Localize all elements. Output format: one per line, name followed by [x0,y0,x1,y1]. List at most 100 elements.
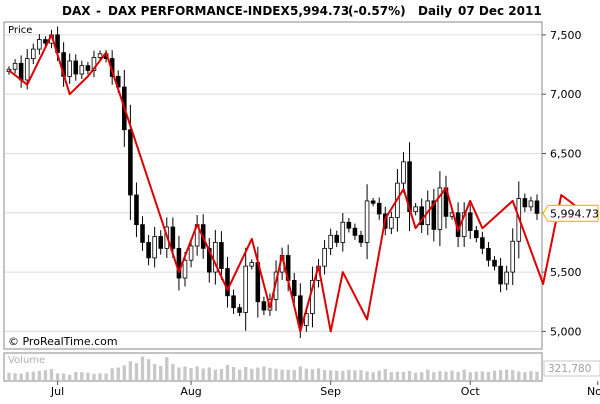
volume-bar [122,365,126,380]
volume-bar [341,370,345,380]
volume-bar [7,372,11,380]
price-tick-label: 5,500 [550,266,582,279]
last-price-marker [542,204,599,223]
volume-bar [347,369,351,380]
candle [437,171,443,247]
candle [346,218,352,233]
volume-bar [310,369,315,380]
volume-bar [189,368,193,380]
volume-bar [134,363,139,380]
candle [261,296,267,316]
volume-bar [207,367,211,380]
volume-bar [365,371,369,380]
candle [146,234,151,266]
volume-bar [31,371,35,380]
candle [85,61,91,75]
volume-bar [322,370,327,380]
candlesticks [6,26,540,338]
volume-bar [171,363,175,380]
date-tick-label: Aug [180,385,201,398]
volume-bar [353,370,357,380]
volume-bar [371,372,375,380]
price-panel-label: Price [8,25,32,36]
volume-bar [335,370,339,380]
volume-bar [523,372,527,380]
volume-bar [292,370,296,380]
candle [328,228,333,256]
volume-bar [244,367,248,380]
volume-last-box [543,360,600,377]
volume-bar [104,373,108,380]
candle [486,242,491,267]
candle [134,182,139,238]
volume-bar [250,368,254,380]
candle [73,54,79,81]
candle [30,43,36,65]
volume-bar [298,366,302,380]
volume-bar [86,372,90,380]
candle [237,303,242,317]
volume-bar [486,371,491,380]
header-date: 07 Dec 2011 [458,4,542,18]
volume-bar [80,372,84,380]
volume-last-label: 321,780 [548,363,591,375]
price-panel-frame [3,21,543,350]
volume-bar [280,369,284,380]
candle [376,197,382,220]
candle [498,257,503,293]
candle [249,259,255,270]
volume-bar [183,366,187,380]
volume-bar [98,373,102,380]
volume-bar [116,367,120,380]
volume-bar [395,371,400,380]
candle [206,237,212,283]
volume-bar [237,369,242,380]
volume-bar [462,369,466,380]
price-tick-label: 6,500 [550,147,582,160]
volume-bar [213,369,218,380]
volume-bar [328,370,333,380]
price-tick-label: 7,000 [550,88,582,101]
candle [358,230,364,248]
candle [340,213,346,252]
candle [158,230,164,255]
volume-bar [140,356,145,380]
candle [534,194,540,220]
candle [152,226,157,268]
volume-bar [474,371,478,380]
candle [467,204,473,239]
date-tick-label: Nov [587,385,600,398]
candle [322,240,327,275]
candle [37,34,42,55]
volume-bar [37,370,42,380]
price-tick-label: 5,000 [550,325,582,338]
volume-bar [219,369,224,380]
volume-bar [274,368,278,380]
volume-bar [55,373,60,380]
candle [522,193,528,212]
candle [461,202,467,247]
volume-bar [504,369,509,380]
price-tick-label: 7,500 [550,29,582,42]
zigzag-overlay [8,33,587,333]
volume-bar [383,369,387,380]
candle [219,231,224,280]
volume-bar [25,372,29,380]
price-gridlines [5,34,541,332]
volume-bar [128,361,133,380]
volume-bar [201,368,205,380]
header-price: 5,994.73 [290,4,349,18]
candle [176,235,182,291]
volume-bar [268,367,272,380]
volume-bar [432,372,436,380]
candle [334,230,340,248]
volume-bar [316,368,321,380]
candle [492,256,497,271]
volume-bar [19,373,23,380]
candle [431,188,437,242]
date-axis: JulAugSepOctNovDec [50,381,600,398]
volume-bar [407,370,412,380]
